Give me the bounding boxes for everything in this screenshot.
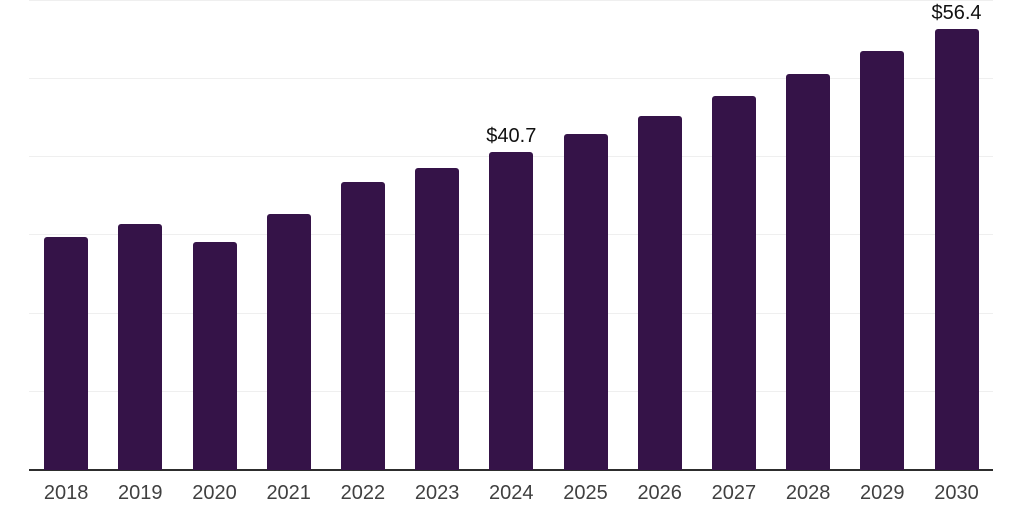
bar-2029 [860, 50, 905, 470]
x-axis-line [29, 469, 993, 471]
x-tick-label-2022: 2022 [340, 482, 386, 504]
x-tick-label-2027: 2027 [711, 482, 757, 504]
bar-2030 [934, 28, 979, 470]
bar-2028 [786, 74, 831, 470]
x-tick-label-2029: 2029 [860, 482, 905, 504]
x-tick-label-2018: 2018 [43, 482, 89, 504]
bar-2025 [563, 133, 608, 470]
bar-2021 [266, 213, 311, 470]
bar-2019 [118, 223, 163, 470]
x-tick-label-2020: 2020 [192, 482, 237, 504]
bar-2020 [192, 241, 237, 470]
x-tick-label-2024: 2024 [489, 482, 534, 504]
x-tick-label-2019: 2019 [118, 482, 163, 504]
x-tick-label-2023: 2023 [414, 482, 460, 504]
bar-2023 [415, 168, 460, 470]
x-tick-label-2025: 2025 [563, 482, 608, 504]
bar-2026 [637, 115, 682, 470]
x-tick-label-2021: 2021 [266, 482, 311, 504]
bar-2027 [711, 96, 756, 470]
bar-value-label-2030: $56.4 [931, 1, 982, 24]
gridline-50 [29, 78, 993, 79]
bar-2024 [489, 151, 534, 470]
x-tick-label-2028: 2028 [785, 482, 831, 504]
x-tick-label-2026: 2026 [637, 482, 682, 504]
bar-2022 [340, 182, 385, 470]
bar-value-label-2024: $40.7 [486, 124, 537, 147]
bar-2018 [44, 236, 89, 470]
gridline-60 [29, 0, 993, 1]
x-tick-label-2030: 2030 [934, 482, 979, 504]
